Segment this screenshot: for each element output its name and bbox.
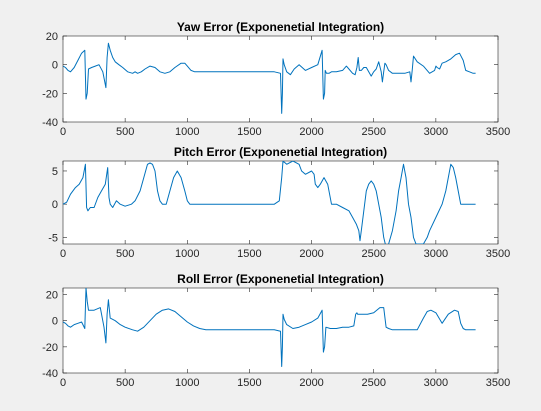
yaw-xtick-label: 2500 xyxy=(361,126,385,138)
yaw-xtick-label: 500 xyxy=(116,126,134,138)
pitch-ytick-label: 5 xyxy=(52,166,58,178)
pitch-xtick-label: 500 xyxy=(116,248,134,260)
yaw-xtick-label: 1000 xyxy=(175,126,199,138)
pitch-xtick-label: 2000 xyxy=(299,248,323,260)
pitch-xtick-label: 3500 xyxy=(486,248,510,260)
roll-axes: Roll Error (Exponenetial Integration) 0 50… xyxy=(42,272,510,389)
roll-xtick-label: 2500 xyxy=(361,377,385,389)
yaw-xtick-label: 3000 xyxy=(424,126,448,138)
yaw-xtick-label: 3500 xyxy=(486,126,510,138)
yaw-axes: Yaw Error (Exponenetial Integration) 0 500… xyxy=(42,20,510,138)
yaw-ytick-label: 0 xyxy=(52,60,58,72)
pitch-xtick-label: 1000 xyxy=(175,248,199,260)
yaw-xtick-label: 2000 xyxy=(299,126,323,138)
pitch-ytick-label: -5 xyxy=(48,232,58,244)
roll-title: Roll Error (Exponenetial Integration) xyxy=(177,272,384,286)
roll-xtick-label: 1000 xyxy=(175,377,199,389)
yaw-series-line xyxy=(63,42,476,114)
roll-plot-area xyxy=(62,287,499,374)
roll-ytick-label: -40 xyxy=(42,368,58,380)
pitch-plot-area xyxy=(62,160,499,245)
pitch-xtick-label: 1500 xyxy=(237,248,261,260)
yaw-ytick-label: -20 xyxy=(42,88,58,100)
pitch-title: Pitch Error (Exponenetial Integration) xyxy=(174,145,387,159)
pitch-ytick-label: 0 xyxy=(52,199,58,211)
roll-xtick-label: 1500 xyxy=(237,377,261,389)
roll-xtick-label: 0 xyxy=(60,377,66,389)
yaw-xtick-label: 0 xyxy=(60,126,66,138)
roll-xtick-label: 2000 xyxy=(299,377,323,389)
yaw-ytick-label: 20 xyxy=(46,31,58,43)
roll-ytick-label: -20 xyxy=(42,342,58,354)
roll-ytick-label: 20 xyxy=(46,290,58,302)
pitch-xtick-label: 2500 xyxy=(361,248,385,260)
roll-xtick-label: 3000 xyxy=(424,377,448,389)
yaw-title: Yaw Error (Exponenetial Integration) xyxy=(177,20,384,34)
roll-series-line xyxy=(63,288,476,367)
yaw-xtick-label: 1500 xyxy=(237,126,261,138)
pitch-xtick-label: 3000 xyxy=(424,248,448,260)
roll-xtick-label: 500 xyxy=(116,377,134,389)
roll-xtick-label: 3500 xyxy=(486,377,510,389)
pitch-xtick-label: 0 xyxy=(60,248,66,260)
pitch-series-line xyxy=(63,161,476,244)
yaw-ytick-label: -40 xyxy=(42,117,58,129)
roll-ytick-label: 0 xyxy=(52,316,58,328)
pitch-axes: Pitch Error (Exponenetial Integration) 0 5… xyxy=(48,145,510,260)
